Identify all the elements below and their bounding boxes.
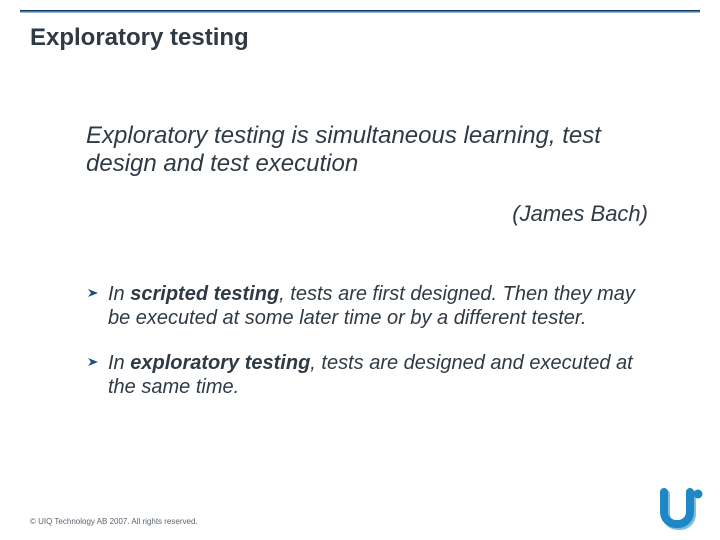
list-item: In scripted testing, tests are first des… — [86, 282, 660, 331]
slide-title: Exploratory testing — [30, 24, 249, 52]
bullet-arrow-icon — [86, 355, 100, 369]
quote-block: Exploratory testing is simultaneous lear… — [86, 122, 660, 227]
bullet-arrow-icon — [86, 286, 100, 300]
company-logo — [658, 488, 706, 532]
copyright-footer: © UIQ Technology AB 2007. All rights res… — [30, 517, 198, 526]
quote-attribution: (James Bach) — [86, 201, 660, 227]
bullet-prefix: In — [108, 352, 130, 374]
bullet-bold: exploratory testing — [130, 352, 310, 374]
bullet-prefix: In — [108, 283, 130, 305]
quote-text: Exploratory testing is simultaneous lear… — [86, 122, 660, 179]
bullet-bold: scripted testing — [130, 283, 279, 305]
header-rule — [20, 10, 700, 13]
bullet-list: In scripted testing, tests are first des… — [86, 282, 660, 420]
list-item: In exploratory testing, tests are design… — [86, 351, 660, 400]
